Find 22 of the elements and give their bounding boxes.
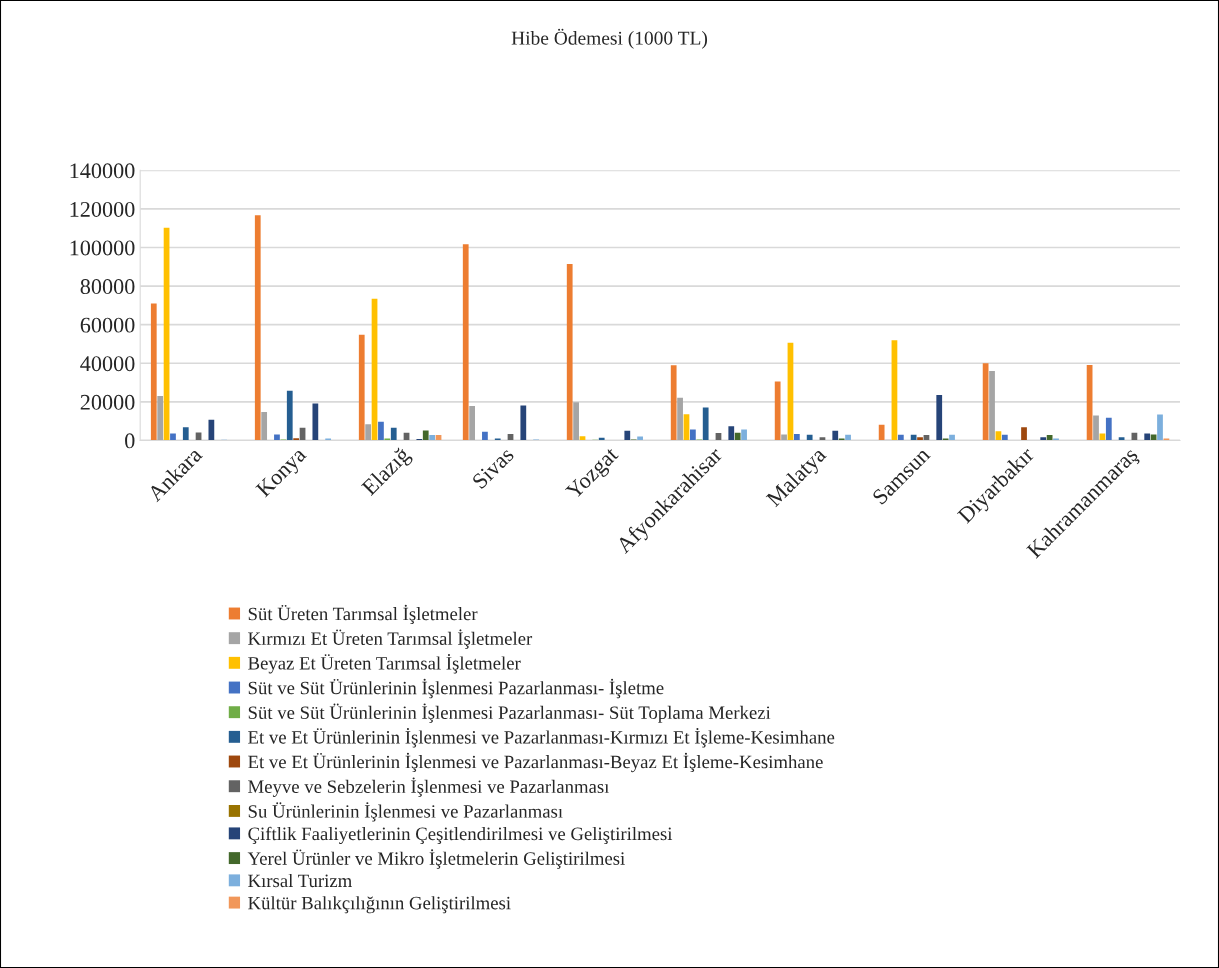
legend-label: Beyaz Et Üreten Tarımsal İşletmeler — [248, 654, 521, 674]
legend-label: Kırmızı Et Üreten Tarımsal İşletmeler — [248, 629, 533, 649]
legend-label: Kültür Balıkçılığının Geliştirilmesi — [248, 896, 511, 914]
y-tick-label: 0 — [125, 433, 135, 449]
legend-label: Süt Üreten Tarımsal İşletmeler — [248, 604, 478, 625]
y-tick-label: 60000 — [80, 317, 135, 333]
y-tick-label: 100000 — [70, 240, 135, 256]
legend-label: Kırsal Turizm — [248, 873, 352, 888]
legend-label: Meyve ve Sebzelerin İşlenmesi ve Pazarlanması — [248, 777, 610, 797]
chart-title: Hibe Ödemesi (1000 TL) — [511, 28, 708, 49]
legend-label: Yerel Ürünler ve Mikro İşletmelerin Geliştirilmesi — [247, 849, 625, 869]
y-tick-label: 140000 — [70, 163, 135, 179]
legend-label: Süt ve Süt Ürünlerinin İşlenmesi Pazarlanması- Süt Toplama Merkezi — [248, 703, 771, 723]
y-tick-label: 80000 — [80, 279, 135, 295]
legend-label: Et ve Et Ürünlerinin İşlenmesi ve Pazarlanması-Kırmızı Et İşleme-Kesimhane — [248, 728, 835, 748]
legend-label: Et ve Et Ürünlerinin İşlenmesi ve Pazarlanması-Beyaz Et İşleme-Kesimhane — [248, 752, 823, 773]
y-tick-label: 120000 — [70, 201, 135, 217]
legend-label: Çiftlik Faaliyetlerinin Çeşitlendirilmesi ve Geliştirilmesi — [248, 826, 673, 845]
y-tick-label: 40000 — [80, 356, 135, 372]
legend-label: Su Ürünlerinin İşlenmesi ve Pazarlanması — [248, 802, 563, 822]
y-tick-label: 20000 — [80, 394, 135, 410]
legend-label: Süt ve Süt Ürünlerinin İşlenmesi Pazarlanması- İşletme — [248, 678, 664, 699]
